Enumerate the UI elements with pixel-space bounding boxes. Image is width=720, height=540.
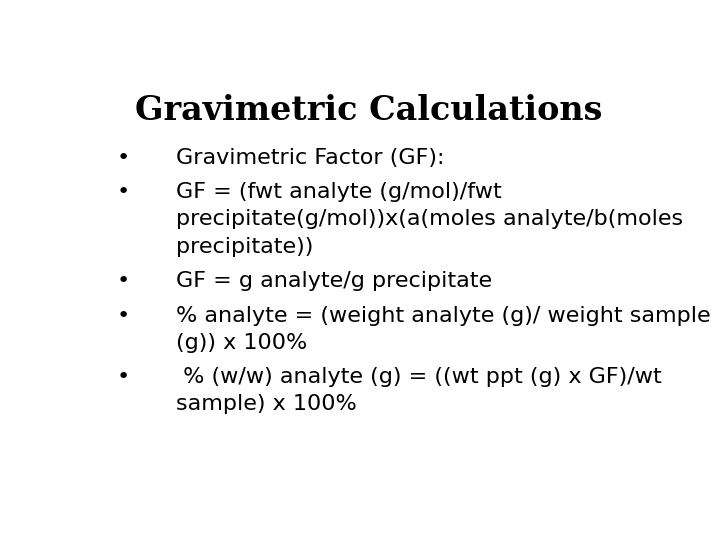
Text: Gravimetric Calculations: Gravimetric Calculations <box>135 94 603 127</box>
Text: precipitate(g/mol))x(a(moles analyte/b(moles: precipitate(g/mol))x(a(moles analyte/b(m… <box>176 210 683 230</box>
Text: sample) x 100%: sample) x 100% <box>176 394 357 414</box>
Text: •: • <box>117 367 130 387</box>
Text: (g)) x 100%: (g)) x 100% <box>176 333 307 353</box>
Text: •: • <box>117 183 130 202</box>
Text: •: • <box>117 148 130 168</box>
Text: Gravimetric Factor (GF):: Gravimetric Factor (GF): <box>176 148 445 168</box>
Text: •: • <box>117 271 130 291</box>
Text: GF = (fwt analyte (g/mol)/fwt: GF = (fwt analyte (g/mol)/fwt <box>176 183 503 202</box>
Text: % analyte = (weight analyte (g)/ weight sample: % analyte = (weight analyte (g)/ weight … <box>176 306 711 326</box>
Text: GF = g analyte/g precipitate: GF = g analyte/g precipitate <box>176 271 492 291</box>
Text: •: • <box>117 306 130 326</box>
Text: precipitate)): precipitate)) <box>176 237 314 256</box>
Text: % (w/w) analyte (g) = ((wt ppt (g) x GF)/wt: % (w/w) analyte (g) = ((wt ppt (g) x GF)… <box>176 367 662 387</box>
